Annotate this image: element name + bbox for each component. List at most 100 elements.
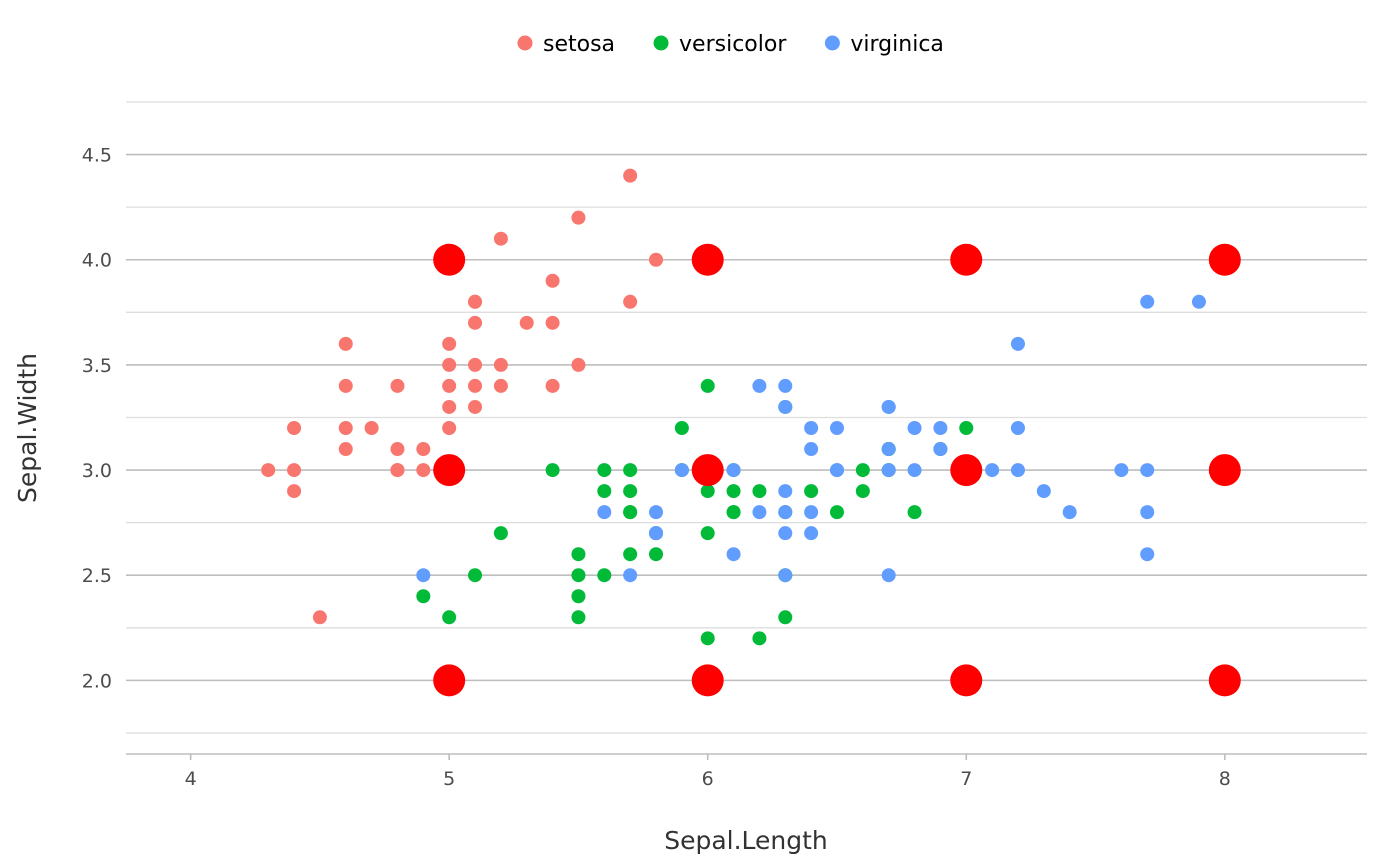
point-versicolor bbox=[726, 484, 741, 499]
x-axis: 4 5 6 7 8 bbox=[126, 753, 1367, 790]
point-virginica bbox=[804, 442, 819, 457]
point-versicolor bbox=[752, 631, 767, 646]
point-virginica bbox=[778, 505, 793, 520]
point-setosa bbox=[519, 315, 534, 330]
point-virginica bbox=[1140, 294, 1155, 309]
overlay-point bbox=[950, 243, 983, 276]
point-setosa bbox=[493, 357, 508, 372]
point-virginica bbox=[649, 526, 664, 541]
point-versicolor bbox=[726, 505, 741, 520]
series-setosa bbox=[261, 168, 664, 625]
point-setosa bbox=[287, 484, 302, 499]
point-virginica bbox=[778, 399, 793, 414]
point-versicolor bbox=[829, 505, 844, 520]
point-virginica bbox=[881, 463, 896, 478]
point-setosa bbox=[649, 252, 664, 267]
point-setosa bbox=[571, 357, 586, 372]
point-versicolor bbox=[623, 505, 638, 520]
x-tick-label: 8 bbox=[1219, 768, 1231, 790]
point-setosa bbox=[468, 357, 483, 372]
series-virginica bbox=[416, 294, 1206, 583]
overlay-point bbox=[950, 664, 983, 697]
point-setosa bbox=[545, 315, 560, 330]
legend-label: virginica bbox=[850, 32, 944, 57]
overlay-point bbox=[433, 664, 466, 697]
point-versicolor bbox=[468, 568, 483, 583]
overlay-point bbox=[691, 664, 724, 697]
overlay-point bbox=[433, 243, 466, 276]
point-setosa bbox=[390, 463, 405, 478]
point-setosa bbox=[545, 273, 560, 288]
overlay-point bbox=[691, 454, 724, 487]
point-virginica bbox=[804, 421, 819, 435]
point-versicolor bbox=[571, 568, 586, 583]
point-setosa bbox=[493, 378, 508, 393]
point-virginica bbox=[1036, 484, 1051, 499]
point-versicolor bbox=[752, 484, 767, 499]
x-tick-label: 7 bbox=[960, 768, 972, 790]
point-setosa bbox=[623, 294, 638, 309]
point-virginica bbox=[416, 568, 431, 583]
point-versicolor bbox=[804, 484, 819, 499]
point-versicolor bbox=[493, 526, 508, 541]
overlay-series bbox=[433, 243, 1241, 697]
point-setosa bbox=[338, 336, 353, 351]
point-setosa bbox=[287, 421, 302, 435]
point-virginica bbox=[1010, 336, 1025, 351]
point-virginica bbox=[752, 505, 767, 520]
point-versicolor bbox=[416, 589, 431, 604]
point-virginica bbox=[804, 505, 819, 520]
point-versicolor bbox=[855, 463, 870, 478]
point-setosa bbox=[390, 442, 405, 457]
legend-key bbox=[653, 35, 669, 51]
overlay-point bbox=[1208, 454, 1241, 487]
point-virginica bbox=[778, 568, 793, 583]
point-setosa bbox=[571, 210, 586, 225]
point-setosa bbox=[623, 168, 638, 183]
point-virginica bbox=[907, 463, 922, 478]
point-setosa bbox=[493, 231, 508, 246]
point-virginica bbox=[933, 442, 948, 457]
point-setosa bbox=[442, 399, 457, 414]
point-virginica bbox=[829, 421, 844, 435]
grid: 2.0 2.5 3.0 3.5 4.0 4.5 bbox=[82, 101, 1367, 734]
legend-key bbox=[517, 35, 533, 51]
point-virginica bbox=[1010, 421, 1025, 435]
point-versicolor bbox=[623, 547, 638, 562]
point-virginica bbox=[649, 505, 664, 520]
point-versicolor bbox=[700, 526, 715, 541]
point-virginica bbox=[804, 526, 819, 541]
point-setosa bbox=[416, 442, 431, 457]
point-versicolor bbox=[959, 421, 974, 435]
point-versicolor bbox=[597, 568, 612, 583]
point-versicolor bbox=[623, 463, 638, 478]
overlay-point bbox=[1208, 243, 1241, 276]
point-virginica bbox=[778, 484, 793, 499]
point-virginica bbox=[778, 526, 793, 541]
x-axis-title: Sepal.Length bbox=[664, 826, 828, 855]
point-virginica bbox=[778, 378, 793, 393]
point-virginica bbox=[597, 505, 612, 520]
point-virginica bbox=[985, 463, 1000, 478]
point-setosa bbox=[468, 378, 483, 393]
overlay-point bbox=[1208, 664, 1241, 697]
y-axis-title: Sepal.Width bbox=[13, 353, 42, 503]
point-versicolor bbox=[674, 421, 689, 435]
point-setosa bbox=[442, 336, 457, 351]
point-versicolor bbox=[700, 631, 715, 646]
point-virginica bbox=[881, 568, 896, 583]
point-setosa bbox=[468, 315, 483, 330]
point-setosa bbox=[468, 399, 483, 414]
point-virginica bbox=[1140, 463, 1155, 478]
point-versicolor bbox=[571, 589, 586, 604]
point-virginica bbox=[623, 568, 638, 583]
y-tick-label: 4.5 bbox=[82, 145, 112, 167]
point-versicolor bbox=[855, 484, 870, 499]
point-versicolor bbox=[778, 610, 793, 625]
point-setosa bbox=[338, 442, 353, 457]
x-tick-label: 6 bbox=[702, 768, 714, 790]
point-setosa bbox=[468, 294, 483, 309]
point-setosa bbox=[442, 421, 457, 435]
